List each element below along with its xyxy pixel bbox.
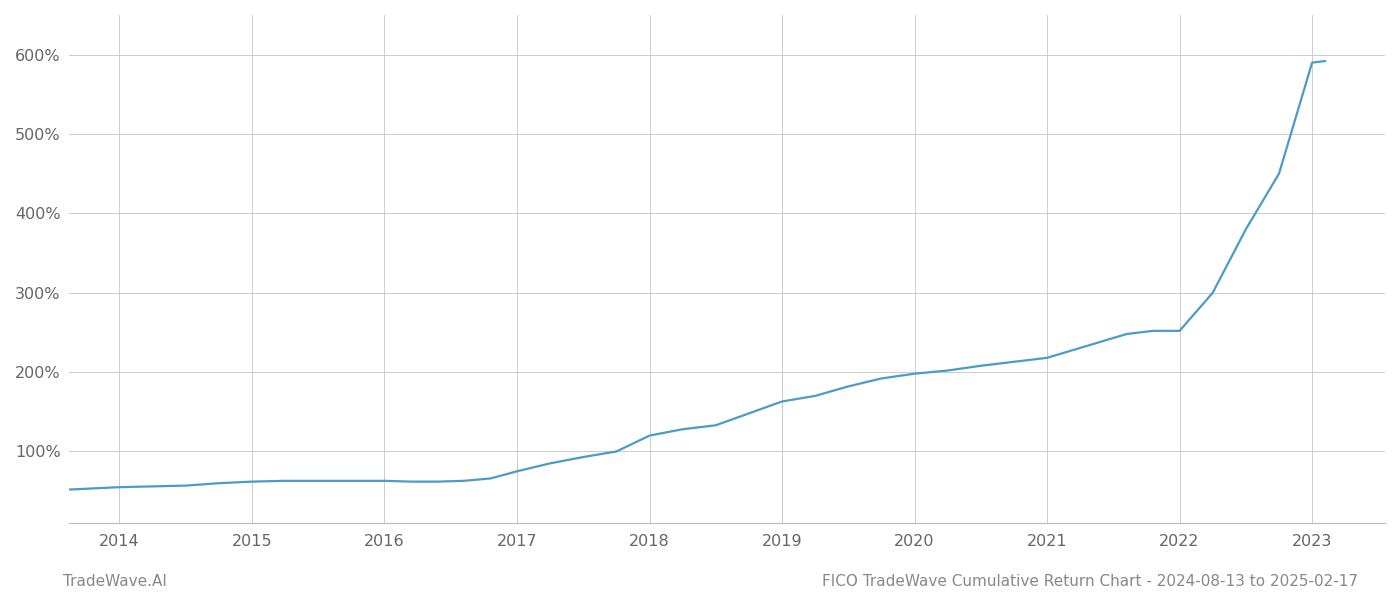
Text: TradeWave.AI: TradeWave.AI: [63, 574, 167, 589]
Text: FICO TradeWave Cumulative Return Chart - 2024-08-13 to 2025-02-17: FICO TradeWave Cumulative Return Chart -…: [822, 574, 1358, 589]
